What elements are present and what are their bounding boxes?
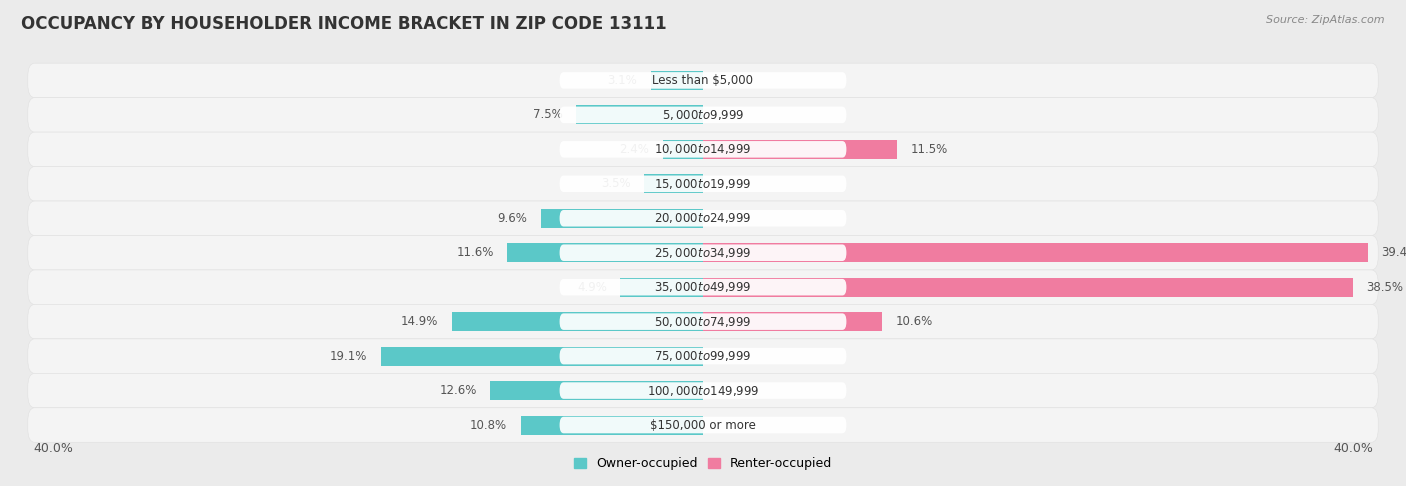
Text: $20,000 to $24,999: $20,000 to $24,999 — [654, 211, 752, 225]
Text: 3.5%: 3.5% — [600, 177, 630, 191]
FancyBboxPatch shape — [560, 72, 846, 88]
Text: Less than $5,000: Less than $5,000 — [652, 74, 754, 87]
FancyBboxPatch shape — [28, 408, 1378, 442]
Bar — [703, 243, 1368, 262]
Text: 10.6%: 10.6% — [896, 315, 932, 328]
Text: 12.6%: 12.6% — [440, 384, 477, 397]
FancyBboxPatch shape — [28, 98, 1378, 132]
Text: OCCUPANCY BY HOUSEHOLDER INCOME BRACKET IN ZIP CODE 13111: OCCUPANCY BY HOUSEHOLDER INCOME BRACKET … — [21, 15, 666, 33]
Text: 3.1%: 3.1% — [607, 74, 637, 87]
FancyBboxPatch shape — [560, 141, 846, 157]
Text: $15,000 to $19,999: $15,000 to $19,999 — [654, 177, 752, 191]
FancyBboxPatch shape — [560, 348, 846, 364]
FancyBboxPatch shape — [28, 63, 1378, 98]
Text: 38.5%: 38.5% — [1367, 281, 1403, 294]
FancyBboxPatch shape — [28, 373, 1378, 408]
Text: 7.5%: 7.5% — [533, 108, 562, 122]
FancyBboxPatch shape — [560, 210, 846, 226]
Bar — [644, 174, 703, 193]
Text: Source: ZipAtlas.com: Source: ZipAtlas.com — [1267, 15, 1385, 25]
Text: $150,000 or more: $150,000 or more — [650, 418, 756, 432]
Text: $100,000 to $149,999: $100,000 to $149,999 — [647, 383, 759, 398]
Bar — [620, 278, 703, 296]
Bar — [520, 416, 703, 434]
Bar — [451, 312, 703, 331]
Bar — [651, 71, 703, 90]
FancyBboxPatch shape — [28, 270, 1378, 304]
FancyBboxPatch shape — [28, 132, 1378, 167]
Text: $5,000 to $9,999: $5,000 to $9,999 — [662, 108, 744, 122]
FancyBboxPatch shape — [28, 339, 1378, 373]
Text: 10.8%: 10.8% — [470, 418, 508, 432]
Text: 9.6%: 9.6% — [498, 212, 527, 225]
FancyBboxPatch shape — [28, 167, 1378, 201]
Text: 39.4%: 39.4% — [1381, 246, 1406, 259]
Text: 40.0%: 40.0% — [1333, 442, 1372, 455]
Text: $50,000 to $74,999: $50,000 to $74,999 — [654, 314, 752, 329]
Bar — [703, 140, 897, 159]
Text: $10,000 to $14,999: $10,000 to $14,999 — [654, 142, 752, 156]
Legend: Owner-occupied, Renter-occupied: Owner-occupied, Renter-occupied — [574, 457, 832, 470]
Bar — [508, 243, 703, 262]
Bar — [491, 381, 703, 400]
Bar — [662, 140, 703, 159]
Bar — [703, 278, 1353, 296]
Text: 11.5%: 11.5% — [911, 143, 948, 156]
FancyBboxPatch shape — [560, 313, 846, 330]
Bar — [381, 347, 703, 365]
Text: 40.0%: 40.0% — [34, 442, 73, 455]
Text: 4.9%: 4.9% — [576, 281, 607, 294]
FancyBboxPatch shape — [28, 236, 1378, 270]
FancyBboxPatch shape — [560, 106, 846, 123]
FancyBboxPatch shape — [28, 304, 1378, 339]
Text: 19.1%: 19.1% — [330, 349, 367, 363]
FancyBboxPatch shape — [560, 279, 846, 295]
Text: $35,000 to $49,999: $35,000 to $49,999 — [654, 280, 752, 294]
Text: $75,000 to $99,999: $75,000 to $99,999 — [654, 349, 752, 363]
Text: 2.4%: 2.4% — [619, 143, 650, 156]
Text: 14.9%: 14.9% — [401, 315, 439, 328]
Bar — [703, 312, 882, 331]
Bar — [541, 209, 703, 228]
FancyBboxPatch shape — [560, 382, 846, 399]
Bar — [576, 105, 703, 124]
Text: 11.6%: 11.6% — [457, 246, 494, 259]
FancyBboxPatch shape — [560, 175, 846, 192]
FancyBboxPatch shape — [560, 244, 846, 261]
FancyBboxPatch shape — [560, 417, 846, 434]
Text: $25,000 to $34,999: $25,000 to $34,999 — [654, 246, 752, 260]
FancyBboxPatch shape — [28, 201, 1378, 236]
